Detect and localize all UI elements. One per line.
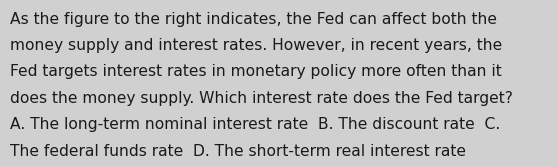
Text: Fed targets interest rates in monetary policy more often than it: Fed targets interest rates in monetary p… xyxy=(10,64,502,79)
Text: The federal funds rate  D. The short-term real interest rate: The federal funds rate D. The short-term… xyxy=(10,144,466,159)
Text: does the money supply. Which interest rate does the Fed target?: does the money supply. Which interest ra… xyxy=(10,91,513,106)
Text: As the figure to the right indicates, the Fed can affect both the: As the figure to the right indicates, th… xyxy=(10,12,497,27)
Text: money supply and interest rates. However, in recent years, the: money supply and interest rates. However… xyxy=(10,38,502,53)
Text: A. The long-term nominal interest rate  B. The discount rate  C.: A. The long-term nominal interest rate B… xyxy=(10,117,501,132)
